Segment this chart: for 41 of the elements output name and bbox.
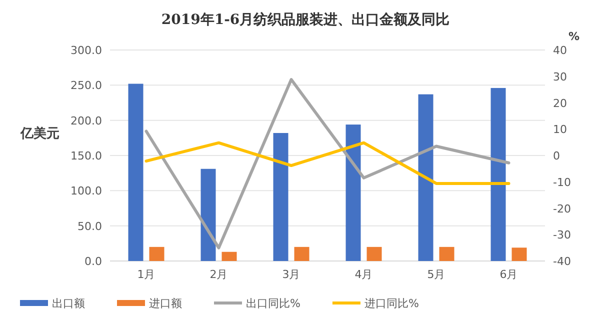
y-tick-label: 250.0 bbox=[70, 79, 102, 92]
y-tick-label: 50.0 bbox=[78, 220, 102, 233]
y2-tick-label: 30 bbox=[553, 70, 567, 84]
y2-tick-label: 10 bbox=[553, 123, 567, 136]
y-tick-label: 0.0 bbox=[84, 255, 102, 268]
bar bbox=[294, 246, 310, 261]
y-tick-label: 150.0 bbox=[70, 150, 102, 162]
y2-tick-label: 20 bbox=[553, 96, 567, 110]
y-tick-label: 100.0 bbox=[70, 184, 102, 198]
x-tick-label: 2月 bbox=[210, 268, 228, 281]
legend-label: 出口同比% bbox=[246, 297, 300, 310]
bar bbox=[273, 132, 288, 261]
bar bbox=[439, 246, 454, 261]
bar bbox=[149, 246, 164, 261]
y2-tick-label: -30 bbox=[553, 228, 571, 242]
bar bbox=[366, 246, 382, 261]
x-tick-label: 4月 bbox=[354, 268, 373, 281]
bar bbox=[346, 124, 361, 261]
legend-label: 进口同比% bbox=[364, 297, 419, 310]
y2-tick-label: -20 bbox=[553, 202, 571, 216]
x-tick-label: 3月 bbox=[282, 268, 300, 281]
y-tick-label: 200.0 bbox=[70, 114, 102, 128]
y2-axis-title: % bbox=[568, 30, 580, 43]
x-tick-label: 1月 bbox=[137, 268, 156, 281]
y2-tick-label: 40 bbox=[553, 44, 567, 57]
bar bbox=[128, 84, 144, 261]
y-tick-label: 300.0 bbox=[70, 44, 102, 57]
y2-tick-label: -10 bbox=[553, 176, 571, 189]
bar bbox=[418, 94, 434, 261]
chart-title: 2019年1-6月纺织品服装进、出口金额及同比 bbox=[161, 11, 450, 28]
y2-tick-label: 0 bbox=[553, 150, 560, 162]
y-axis-title: 亿美元 bbox=[20, 126, 60, 142]
x-tick-label: 5月 bbox=[427, 268, 446, 281]
y2-tick-label: -40 bbox=[553, 255, 571, 268]
legend-label: 出口额 bbox=[52, 297, 85, 310]
legend-label: 进口额 bbox=[149, 297, 182, 310]
bar bbox=[200, 168, 216, 261]
bar bbox=[222, 252, 237, 261]
x-tick-label: 6月 bbox=[500, 268, 518, 281]
bar bbox=[512, 248, 527, 261]
bar bbox=[490, 88, 506, 261]
